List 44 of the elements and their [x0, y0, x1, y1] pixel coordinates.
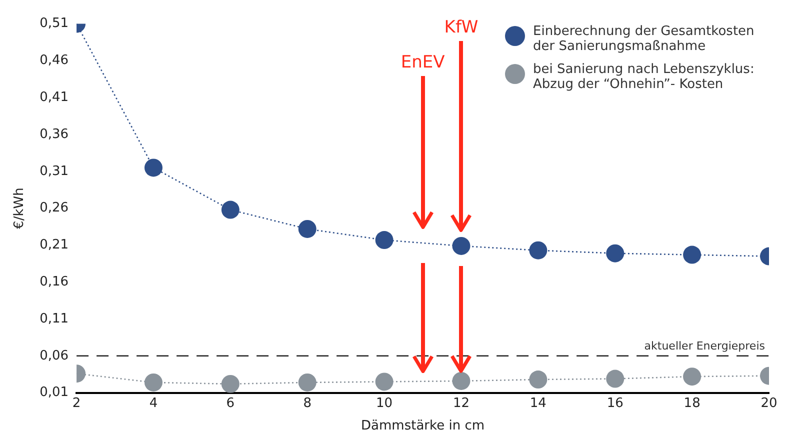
x-tick-label: 18 — [684, 396, 700, 411]
point — [529, 370, 548, 389]
point — [221, 374, 240, 393]
point — [375, 372, 394, 391]
x-axis-title: Dämmstärke in cm — [361, 418, 485, 434]
x-tick-label: 2 — [72, 396, 81, 411]
x-tick-label: 14 — [530, 396, 546, 411]
legend-label: Einberechnung der Gesamtkosten der Sanierungsmaßnahme — [533, 24, 756, 54]
point — [298, 220, 316, 238]
x-tick-label: 4 — [149, 396, 158, 411]
point — [452, 236, 470, 255]
x-tick-label: 20 — [760, 396, 778, 411]
point — [683, 368, 702, 386]
x-tick-label: 6 — [226, 396, 235, 411]
point — [683, 246, 702, 264]
x-tick-label: 10 — [376, 396, 393, 411]
point — [606, 370, 624, 388]
y-tick-label: 0,01 — [40, 385, 69, 400]
annotation: KfW — [444, 18, 478, 38]
ref-line-label: aktueller Energiepreis — [644, 339, 766, 352]
y-tick-label: 0,36 — [40, 126, 69, 142]
y-tick-label: 0,51 — [40, 16, 69, 32]
point — [529, 241, 548, 260]
y-tick-label: 0,16 — [40, 274, 69, 290]
x-tick-label: 8 — [303, 396, 312, 411]
x-tick-label: 16 — [606, 396, 624, 411]
point — [298, 373, 316, 392]
point — [606, 244, 624, 262]
y-tick-label: 0,21 — [40, 238, 69, 253]
point — [144, 373, 162, 392]
y-tick-label: 0,41 — [40, 90, 69, 105]
point — [375, 231, 394, 250]
point — [144, 158, 162, 177]
annotation: EnEV — [400, 52, 446, 73]
legend-label: bei Sanierung nach Lebenszyklus: Abzug der “Ohnehin”- Kosten — [533, 62, 756, 92]
x-tick-label: 12 — [452, 396, 470, 411]
point — [221, 200, 240, 219]
y-tick-label: 0,26 — [40, 200, 69, 216]
y-axis-title: €/kWh — [12, 188, 28, 229]
y-tick-label: 0,46 — [40, 53, 69, 68]
y-tick-label: 0,11 — [40, 311, 69, 326]
y-tick-label: 0,06 — [40, 348, 69, 364]
point — [452, 372, 470, 390]
y-tick-label: 0,31 — [40, 164, 69, 179]
